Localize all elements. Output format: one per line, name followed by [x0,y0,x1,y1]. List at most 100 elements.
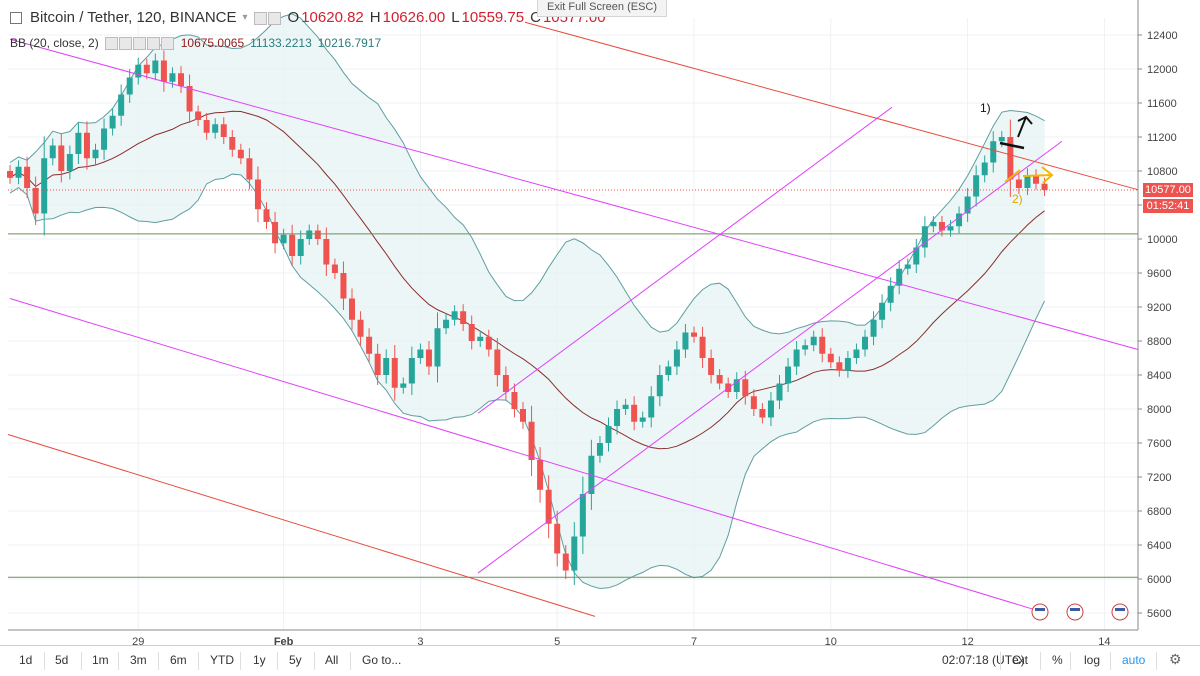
candle-body [665,366,672,375]
candle-body [323,239,330,265]
candle-body [1041,183,1048,190]
range-5d-button[interactable]: 5d [55,653,69,667]
range-all-button[interactable]: All [325,653,339,667]
candle-body [7,171,13,178]
candle-body [58,145,65,171]
bb-basis-value: 10675.0065 [180,36,245,51]
candle-body [708,358,715,375]
price-tick-label: 10800 [1147,166,1178,178]
candle-body [92,149,99,159]
candle-body [203,120,210,133]
candle-body [143,64,150,74]
candle-body [280,234,287,244]
exit-fullscreen-button[interactable]: Exit Full Screen (ESC) [537,0,667,17]
candle-body [1007,137,1014,180]
candle-body [160,60,167,82]
high-value: 10626.00 [382,9,446,26]
price-axis: 5600 6000 6400 6800 7200 7600 8000 8400 8800 9200… [1137,0,1178,630]
price-tick-label: 9200 [1147,302,1171,314]
candle-body [750,396,757,409]
annotation-label-1: 1) [980,101,991,115]
candle-body [716,375,723,384]
close-label: C [530,9,541,26]
candle-body [956,213,963,227]
candle-body [101,128,108,150]
candle-body [699,336,706,358]
event-flag-icon [1066,603,1084,621]
candle-body [383,358,390,375]
candle-body [733,379,740,392]
arrow-right-icon [1022,166,1054,184]
event-flag-icon [1111,603,1129,621]
candle-body [776,383,783,401]
event-flags[interactable] [1031,603,1129,621]
candle-body [109,115,116,129]
candle-body [537,460,544,490]
range-1d-button[interactable]: 1d [19,653,33,667]
extended-hours-toggle[interactable]: ext [1012,653,1029,667]
candle-body [349,298,355,320]
annotation-arrows [999,115,1054,184]
candle-body [425,349,432,367]
indicator-label[interactable]: BB (20, close, 2) [10,36,99,51]
range-3m-button[interactable]: 3m [130,653,147,667]
time-tick-label: 5 [554,636,560,648]
percent-scale-toggle[interactable]: % [1052,653,1063,667]
candle-body [742,379,749,397]
candle-body [272,222,279,244]
high-label: H [369,9,381,26]
candle-body [785,366,792,384]
chart-settings-gear-icon[interactable]: ⚙ [1169,651,1182,667]
price-tick-label: 6800 [1147,506,1171,518]
candle-body [212,124,219,133]
candle-body [648,396,655,418]
candle-body [374,353,381,375]
candle-body [879,302,886,320]
candle-body [767,400,774,418]
legend-collapse-icon[interactable] [10,11,22,24]
candle-body [494,349,501,375]
candle-body [981,162,988,176]
range-1y-button[interactable]: 1y [253,653,266,667]
auto-scale-toggle[interactable]: auto [1122,653,1146,667]
indicator-control-icons[interactable] [104,36,175,51]
candle-body [75,132,82,154]
arrow-up-icon [1017,115,1033,138]
log-scale-toggle[interactable]: log [1084,653,1101,667]
candle-body [562,553,569,571]
goto-date-button[interactable]: Go to... [362,653,402,667]
range-1m-button[interactable]: 1m [92,653,109,667]
candle-body [289,234,296,256]
candle-body [306,230,313,239]
bollinger-bands [9,13,1045,590]
legend-control-icons[interactable] [253,9,282,26]
utc-clock[interactable]: 02:07:18 (UTC) [942,653,1025,667]
candle-body [887,285,894,303]
candle-body [1015,179,1022,188]
candle-body [83,132,90,159]
symbol-dropdown-icon[interactable]: ▾ [242,12,248,23]
candle-body [314,230,321,239]
candle-body [673,349,680,367]
channel-red-upper [524,21,1139,191]
candle-body [947,226,954,231]
range-5y-button[interactable]: 5y [289,653,302,667]
price-tick-label: 8800 [1147,336,1171,348]
candle-body [520,409,526,422]
channel-magenta-rising-upper [477,106,893,414]
bar-countdown-tag: 01:52:41 [1143,198,1193,213]
range-ytd-button[interactable]: YTD [210,653,234,667]
candle-body [596,443,603,456]
candle-body [186,86,193,112]
range-6m-button[interactable]: 6m [170,653,187,667]
candle-body [579,494,586,537]
candle-body [896,268,903,286]
bb-upper-value: 11133.2213 [250,36,312,51]
candle-body [836,362,843,371]
symbol-title[interactable]: Bitcoin / Tether, 120, BINANCE [30,9,237,26]
bb-basis-line [9,110,1045,450]
candle-body [408,358,415,384]
price-tick-label: 11600 [1147,98,1177,110]
candle-body [357,319,364,337]
